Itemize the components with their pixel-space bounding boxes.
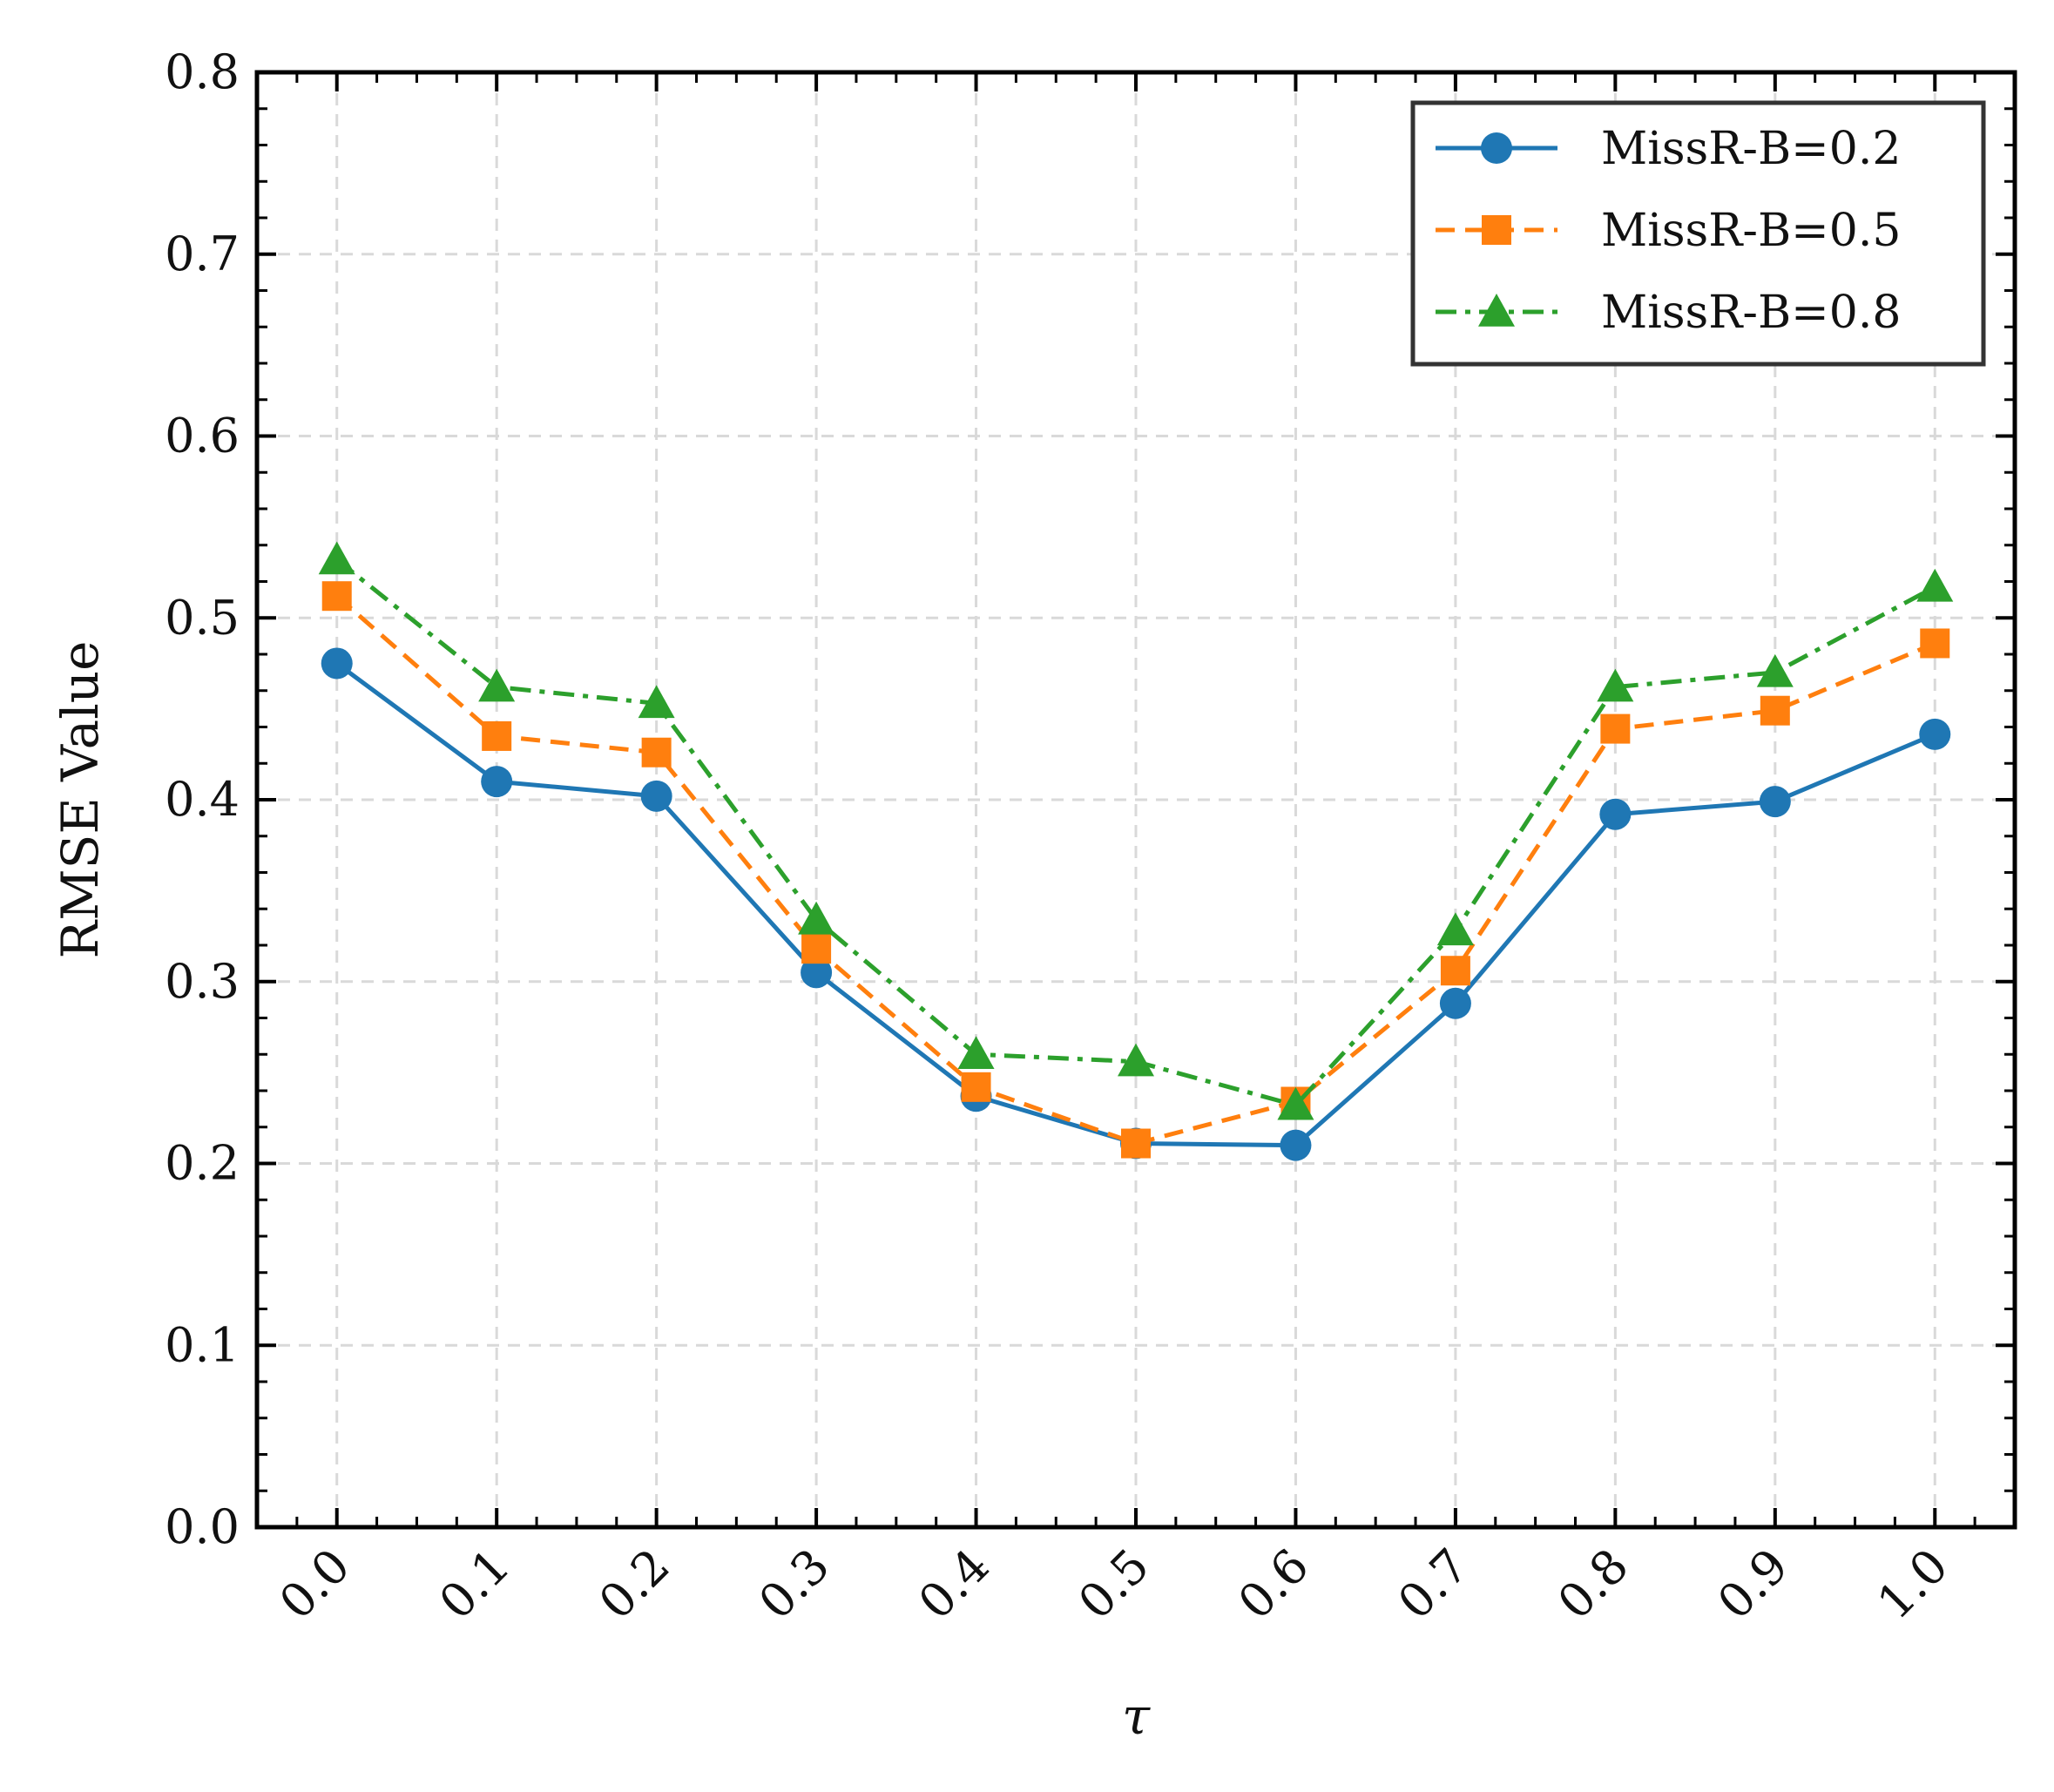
y-tick-label: 0.6 [165, 409, 240, 463]
data-point [1919, 718, 1951, 750]
data-point [481, 766, 513, 798]
x-tick-label: 0.7 [1388, 1538, 1479, 1630]
data-point [641, 737, 672, 768]
x-tick-label: 0.4 [908, 1538, 999, 1630]
data-point [1436, 912, 1474, 946]
legend-label: MissR-B=0.2 [1601, 123, 1901, 175]
legend-entry: MissR-B=0.2 [1436, 123, 1901, 175]
legend-entry: MissR-B=0.8 [1436, 287, 1901, 339]
legend: MissR-B=0.2 MissR-B=0.5 MissR-B=0.8 [1410, 100, 1986, 367]
legend-label: MissR-B=0.8 [1601, 287, 1901, 339]
data-point [638, 685, 675, 719]
data-point [482, 720, 512, 751]
data-point [1916, 568, 1954, 602]
data-point [1597, 668, 1634, 702]
data-point [321, 647, 353, 680]
data-point [1121, 1128, 1151, 1159]
y-tick-label: 0.1 [165, 1317, 240, 1372]
data-point [1118, 1043, 1154, 1077]
data-point [1920, 628, 1950, 659]
data-point [1760, 695, 1790, 726]
legend-label: MissR-B=0.5 [1601, 205, 1901, 257]
x-tick-label: 0.3 [748, 1538, 840, 1630]
legend-marker [1482, 215, 1511, 245]
x-tick-label: 0.9 [1707, 1538, 1799, 1630]
y-tick-label: 0.4 [165, 772, 240, 827]
data-point [1759, 786, 1791, 818]
data-point [478, 668, 516, 702]
x-axis-label: τ [1122, 1687, 1151, 1746]
data-point [957, 1036, 995, 1070]
x-tick-label: 0.6 [1227, 1538, 1319, 1630]
data-point [1599, 798, 1632, 830]
data-point [321, 581, 352, 612]
y-tick-label: 0.0 [165, 1499, 240, 1554]
y-tick-label: 0.8 [165, 44, 240, 99]
series-group [318, 541, 1954, 1161]
legend-entry: MissR-B=0.5 [1436, 205, 1901, 257]
data-point [798, 901, 835, 935]
legend-marker [1481, 132, 1512, 164]
y-tick-label: 0.5 [165, 590, 240, 645]
y-tick-label: 0.3 [165, 954, 240, 1009]
data-point [318, 541, 355, 575]
grid-lines [257, 72, 2015, 1527]
data-point [1440, 956, 1470, 986]
x-tick-label: 0.0 [269, 1538, 361, 1630]
x-tick-label: 0.5 [1068, 1538, 1159, 1630]
data-point [961, 1072, 991, 1102]
y-tick-label: 0.2 [165, 1136, 240, 1191]
x-tick-label: 0.8 [1547, 1538, 1638, 1630]
x-tick-label: 1.0 [1867, 1538, 1958, 1630]
data-point [1277, 1086, 1314, 1120]
legend-marker [1478, 294, 1515, 327]
data-point [1439, 987, 1471, 1019]
series-MissR-B=0.8 [318, 541, 1954, 1120]
data-point [801, 934, 832, 964]
axis-ticks [257, 71, 2015, 1529]
data-point [640, 780, 672, 812]
data-point [1280, 1129, 1312, 1161]
x-tick-label: 0.1 [429, 1538, 520, 1630]
data-point [1756, 653, 1794, 687]
y-tick-label: 0.7 [165, 227, 240, 281]
data-point [1600, 713, 1631, 744]
data-point [801, 957, 833, 989]
x-tick-label: 0.2 [589, 1538, 680, 1630]
y-axis-label: RMSE Value [51, 641, 110, 959]
